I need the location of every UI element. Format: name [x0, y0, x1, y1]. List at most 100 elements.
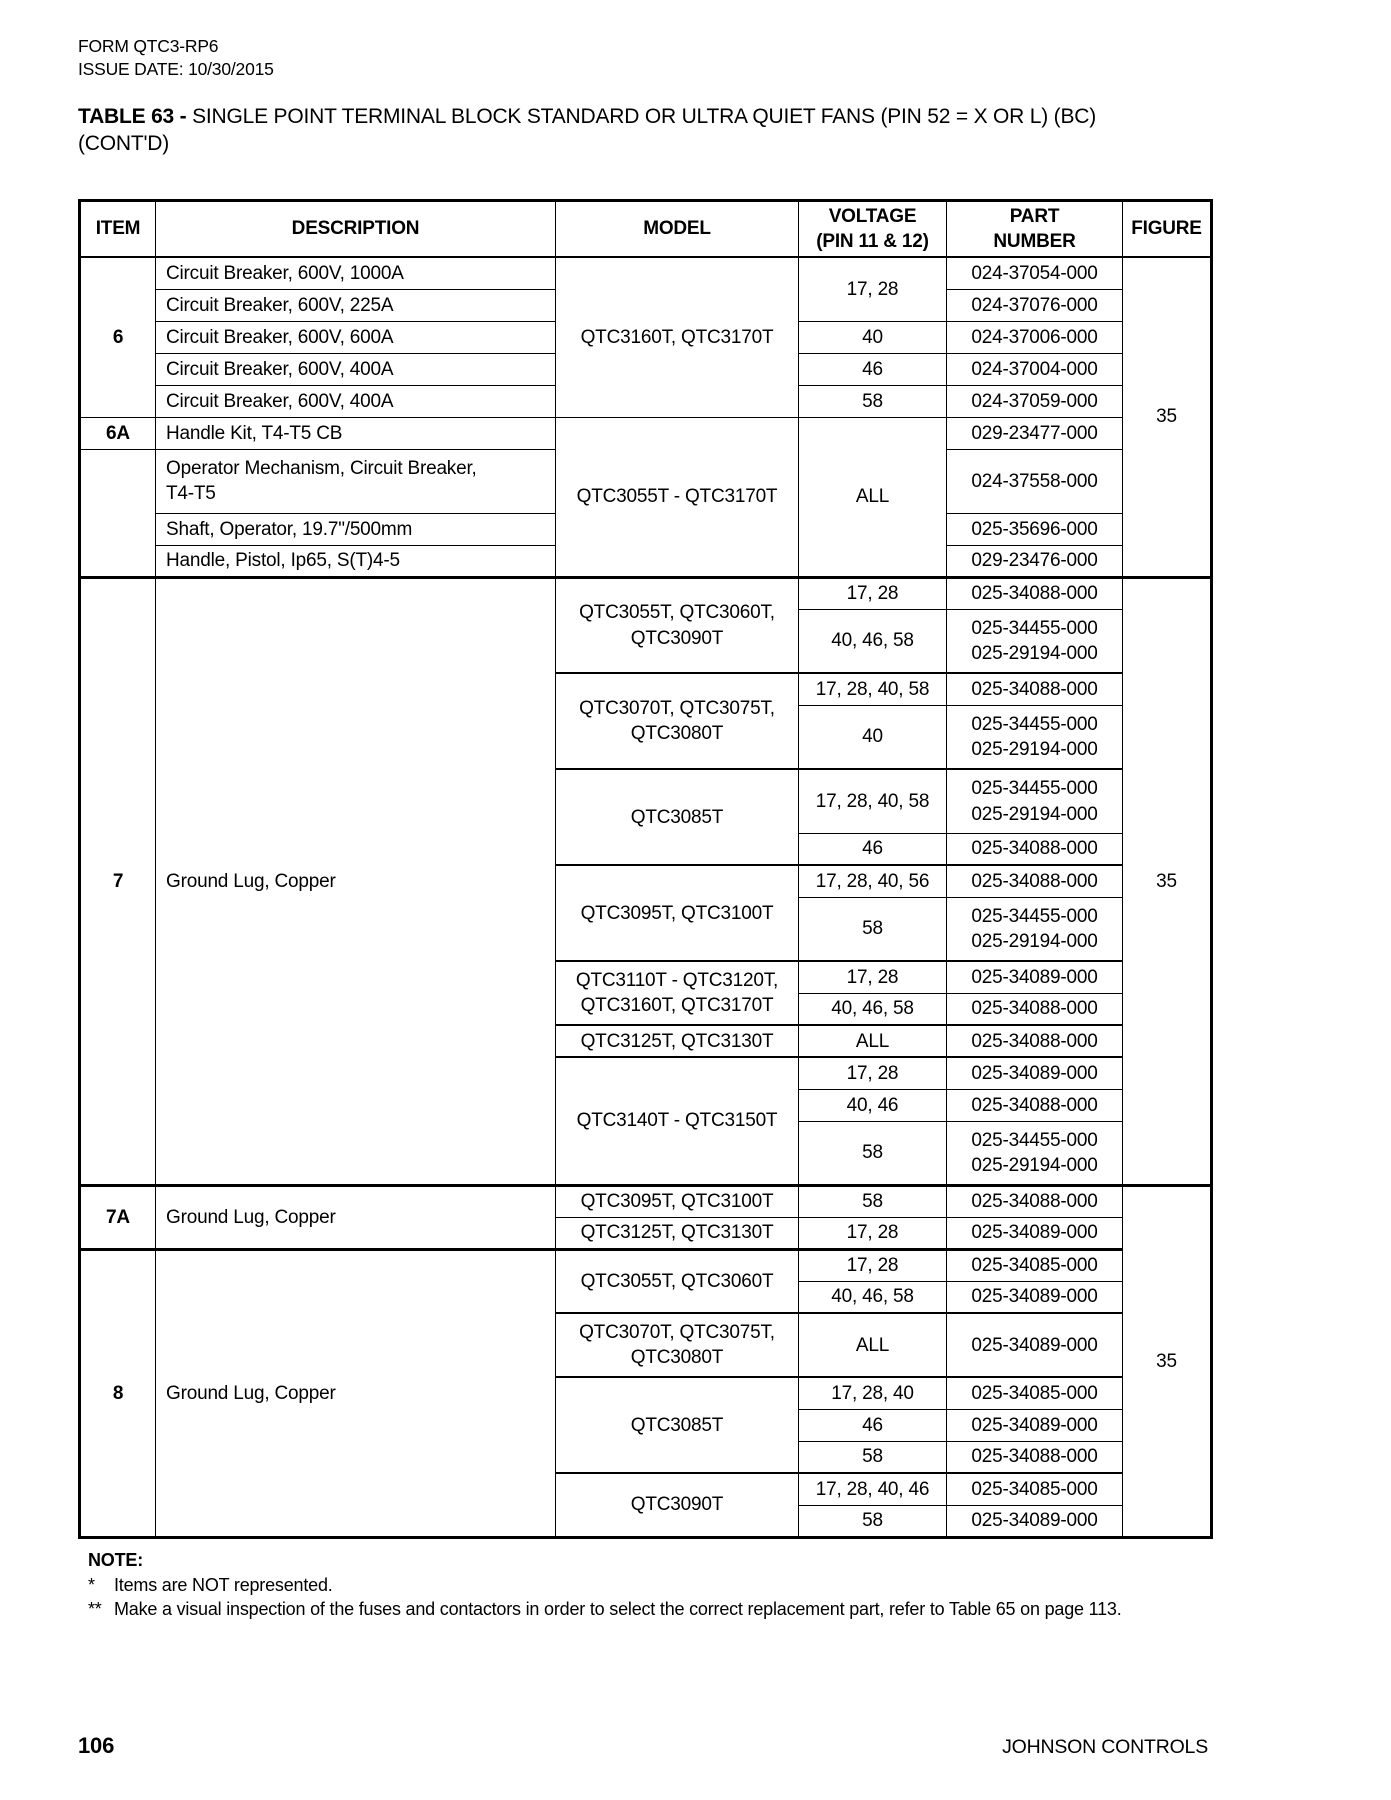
table-header-row: ITEM DESCRIPTION MODEL VOLTAGE (PIN 11 &… — [79, 199, 1212, 259]
description-cell: Circuit Breaker, 600V, 400A — [155, 352, 556, 386]
part-number-cell: 024-37059-000 — [946, 384, 1123, 418]
voltage-cell: 58 — [798, 384, 947, 418]
column-header-voltage: VOLTAGE (PIN 11 & 12) — [798, 199, 947, 259]
model-cell: QTC3090T — [555, 1472, 799, 1538]
voltage-cell: 17, 28 — [798, 1216, 947, 1250]
model-cell: QTC3095T, QTC3100T — [555, 864, 799, 962]
voltage-cell: 46 — [798, 352, 947, 386]
table-row: 40, 46, 58 025-34455-000 025-29194-000 — [80, 608, 1212, 674]
table-row: QTC3085T 17, 28, 40, 58 025-34455-000 02… — [80, 768, 1212, 866]
voltage-cell: 17, 28 — [798, 1247, 947, 1282]
part-number-cell: 025-34085-000 — [946, 1472, 1123, 1506]
table-row: 58 025-34455-000 025-29194-000 — [80, 1120, 1212, 1186]
model-cell: QTC3125T, QTC3130T — [555, 1216, 799, 1250]
table-row: 58 025-34088-000 — [80, 1440, 1212, 1474]
page-footer: 106 JOHNSON CONTROLS — [78, 1733, 1208, 1759]
voltage-cell: 17, 28 — [798, 1056, 947, 1090]
part-number-cell: 025-34089-000 — [946, 1280, 1123, 1314]
voltage-cell: 46 — [798, 1408, 947, 1442]
table-row: QTC3085T 17, 28, 40 025-34085-000 — [80, 1376, 1212, 1474]
table-row: Circuit Breaker, 600V, 225A 024-37076-00… — [80, 288, 1212, 322]
voltage-cell: ALL — [798, 1312, 947, 1378]
note-double-asterisk-text: Make a visual inspection of the fuses an… — [114, 1599, 1122, 1620]
figure-cell: 35 — [1122, 256, 1212, 578]
table-row: Handle, Pistol, Ip65, S(T)4-5 029-23476-… — [80, 544, 1212, 578]
issue-date: ISSUE DATE: 10/30/2015 — [78, 59, 274, 80]
part-number-cell: 025-34088-000 — [946, 1440, 1123, 1474]
model-cell: QTC3070T, QTC3075T, QTC3080T — [555, 672, 799, 770]
part-number-cell: 024-37004-000 — [946, 352, 1123, 386]
table-row: 6 Circuit Breaker, 600V, 1000A QTC3160T,… — [79, 256, 1212, 578]
model-cell: QTC3055T - QTC3170T — [555, 416, 799, 578]
voltage-cell: 17, 28, 40 — [798, 1376, 947, 1410]
description-cell: Handle Kit, T4-T5 CB — [155, 416, 556, 450]
table-row: Circuit Breaker, 600V, 400A 58 024-37059… — [80, 384, 1212, 418]
note-label: NOTE: — [88, 1549, 143, 1570]
description-cell: Ground Lug, Copper — [155, 575, 556, 1186]
note-double-asterisk-line: ** Make a visual inspection of the fuses… — [88, 1597, 1210, 1622]
table-row: 58 025-34089-000 — [80, 1504, 1212, 1538]
table-row: 40, 46, 58 025-34088-000 — [80, 992, 1212, 1026]
item-cell: 7A — [79, 1183, 156, 1250]
part-number-cell: 024-37006-000 — [946, 320, 1123, 354]
column-header-description: DESCRIPTION — [155, 199, 556, 259]
description-cell: Circuit Breaker, 600V, 225A — [155, 288, 556, 322]
voltage-cell: 58 — [798, 1504, 947, 1538]
table-row: 7A Ground Lug, Copper QTC3095T, QTC3100T… — [79, 1183, 1212, 1538]
note-asterisk-line: * Items are NOT represented. — [88, 1573, 1210, 1598]
item-cell: 6A — [79, 416, 156, 450]
description-cell: Circuit Breaker, 600V, 1000A — [155, 256, 556, 290]
form-number: FORM QTC3-RP6 — [78, 36, 219, 56]
part-number-cell: 025-34088-000 — [946, 672, 1123, 706]
table-row: QTC3125T, QTC3130T ALL 025-34088-000 — [80, 1024, 1212, 1058]
table-row: 40, 46 025-34088-000 — [80, 1088, 1212, 1122]
table-row: QTC3110T - QTC3120T, QTC3160T, QTC3170T … — [80, 960, 1212, 1026]
document-header: FORM QTC3-RP6 ISSUE DATE: 10/30/2015 — [78, 35, 1210, 81]
model-cell: QTC3070T, QTC3075T, QTC3080T — [555, 1312, 799, 1378]
table-row: 6A Handle Kit, T4-T5 CB QTC3055T - QTC31… — [79, 416, 1212, 578]
part-number-cell: 025-34088-000 — [946, 1024, 1123, 1058]
part-number-cell: 029-23476-000 — [946, 544, 1123, 578]
table-row: 40 025-34455-000 025-29194-000 — [80, 704, 1212, 770]
part-number-cell: 025-35696-000 — [946, 512, 1123, 546]
page-number: 106 — [78, 1733, 115, 1758]
model-cell: QTC3085T — [555, 768, 799, 866]
parts-table: ITEM DESCRIPTION MODEL VOLTAGE (PIN 11 &… — [78, 198, 1213, 1539]
table-row: 58 025-34455-000 025-29194-000 — [80, 896, 1212, 962]
table-title: TABLE 63 - SINGLE POINT TERMINAL BLOCK S… — [78, 103, 1210, 158]
model-cell: QTC3110T - QTC3120T, QTC3160T, QTC3170T — [555, 960, 799, 1026]
column-header-model: MODEL — [555, 199, 799, 259]
part-number-cell: 025-34089-000 — [946, 1056, 1123, 1090]
voltage-cell: 40 — [798, 704, 947, 770]
note-asterisk-marker: * — [88, 1574, 95, 1595]
table-title-label: TABLE 63 - — [78, 105, 193, 129]
voltage-cell: 40, 46 — [798, 1088, 947, 1122]
table-row: QTC3140T - QTC3150T 17, 28 025-34089-000 — [80, 1056, 1212, 1186]
voltage-cell: 17, 28, 40, 58 — [798, 768, 947, 834]
part-number-cell: 025-34089-000 — [946, 1408, 1123, 1442]
voltage-cell: 17, 28, 40, 56 — [798, 864, 947, 898]
figure-cell: 35 — [1122, 575, 1212, 1186]
table-row: 8 Ground Lug, Copper QTC3055T, QTC3060T … — [79, 1247, 1212, 1538]
table-row: 46 025-34089-000 — [80, 1408, 1212, 1442]
part-number-cell: 024-37054-000 — [946, 256, 1123, 290]
voltage-cell: ALL — [798, 1024, 947, 1058]
part-number-cell: 025-34088-000 — [946, 1088, 1123, 1122]
table-row: QTC3125T, QTC3130T 17, 28 025-34089-000 — [80, 1216, 1212, 1250]
description-cell: Ground Lug, Copper — [155, 1183, 556, 1250]
table-row: Shaft, Operator, 19.7"/500mm 025-35696-0… — [80, 512, 1212, 546]
part-number-cell: 025-34455-000 025-29194-000 — [946, 1120, 1123, 1186]
item-cell: 8 — [79, 1247, 156, 1538]
table-row: Operator Mechanism, Circuit Breaker, T4-… — [79, 448, 1212, 578]
column-header-figure: FIGURE — [1122, 199, 1212, 259]
voltage-cell: ALL — [798, 416, 947, 578]
description-cell: Ground Lug, Copper — [155, 1247, 556, 1538]
part-number-cell: 025-34455-000 025-29194-000 — [946, 896, 1123, 962]
model-cell: QTC3055T, QTC3060T, QTC3090T — [555, 575, 799, 674]
figure-cell: 35 — [1122, 1183, 1212, 1538]
table-row: QTC3090T 17, 28, 40, 46 025-34085-000 — [80, 1472, 1212, 1538]
part-number-cell: 025-34089-000 — [946, 1504, 1123, 1538]
table-row: QTC3095T, QTC3100T 17, 28, 40, 56 025-34… — [80, 864, 1212, 962]
part-number-cell: 025-34085-000 — [946, 1247, 1123, 1282]
